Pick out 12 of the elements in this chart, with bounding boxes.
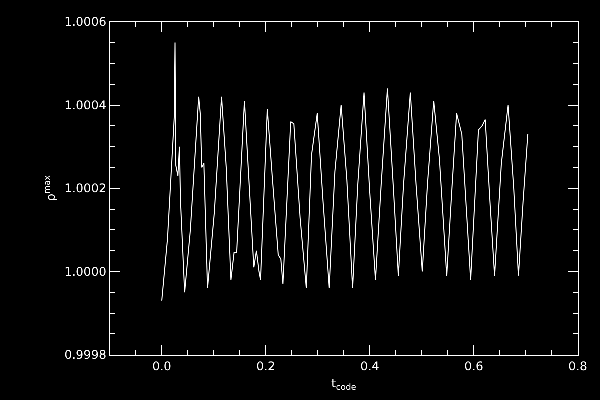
line-series xyxy=(162,42,529,302)
x-tick-label: 0.0 xyxy=(152,359,172,374)
x-tick-label: 0.2 xyxy=(256,359,276,374)
x-tick-label: 0.4 xyxy=(360,359,380,374)
y-tick-label: 1.0006 xyxy=(64,15,107,30)
x-axis-title: t$_{code}$ xyxy=(332,376,356,392)
y-tick-label: 1.0000 xyxy=(64,264,107,279)
y-tick-label: 0.9998 xyxy=(64,348,107,362)
y-tick-label: 1.0002 xyxy=(64,182,107,196)
x-tick-label: 0.6 xyxy=(464,359,484,374)
x-tick-label: 0.8 xyxy=(568,359,588,374)
y-tick-label: 1.0004 xyxy=(64,98,107,112)
